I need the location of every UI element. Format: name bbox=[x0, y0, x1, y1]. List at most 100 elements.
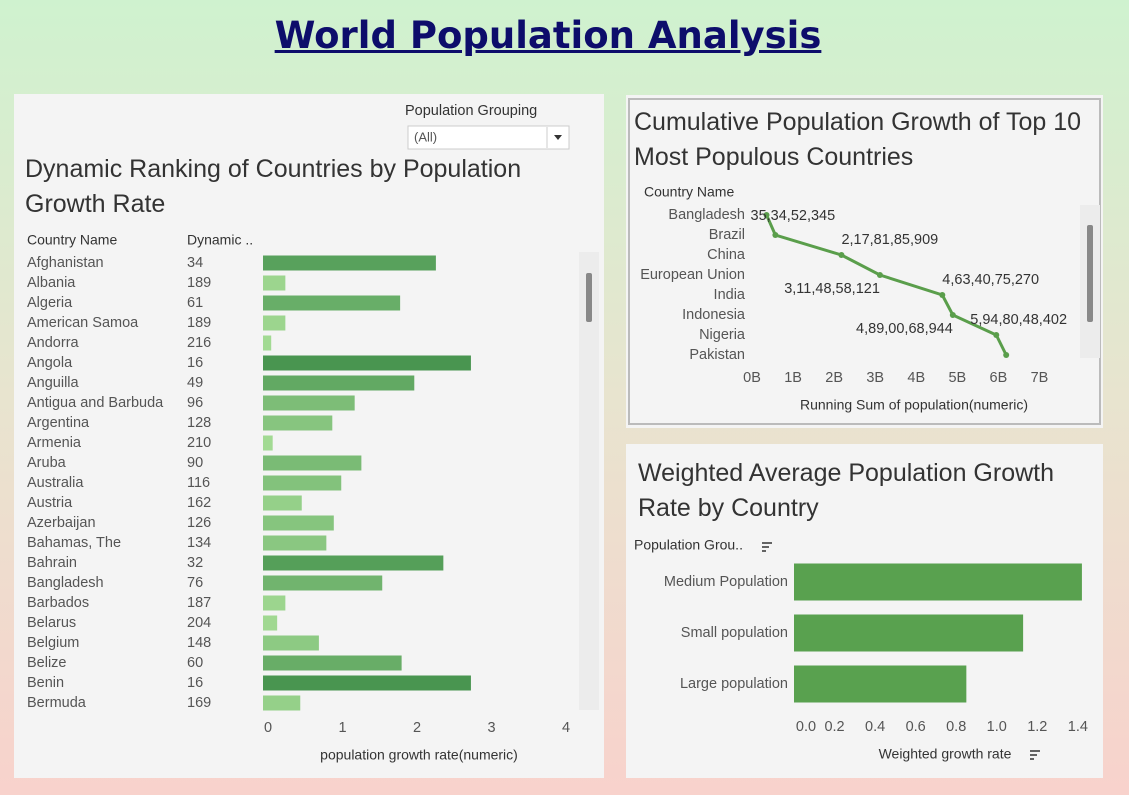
category-label: Armenia bbox=[27, 435, 82, 451]
category-label: Belize bbox=[27, 655, 67, 671]
category-label: Argentina bbox=[27, 415, 90, 431]
rank-label: 90 bbox=[187, 455, 203, 471]
rank-label: 187 bbox=[187, 595, 211, 611]
point bbox=[993, 332, 1000, 338]
x-tick-label: 0.0 bbox=[796, 719, 816, 735]
bar bbox=[263, 655, 402, 671]
x-tick-label: 4 bbox=[562, 720, 570, 736]
bar bbox=[263, 395, 355, 411]
x-tick-label: 0B bbox=[743, 370, 761, 386]
category-label: Bahamas, The bbox=[27, 535, 121, 551]
scrollbar[interactable] bbox=[579, 252, 599, 710]
x-tick-label: 1.4 bbox=[1068, 719, 1088, 735]
dropdown-box[interactable] bbox=[407, 125, 570, 150]
sort-icon[interactable] bbox=[1030, 750, 1040, 760]
bar bbox=[263, 595, 286, 611]
chart-title: Cumulative Population Growth of Top 10 M… bbox=[634, 108, 1082, 171]
bar bbox=[263, 575, 383, 591]
data-label: 5,94,80,48,402 bbox=[970, 312, 1067, 328]
bar bbox=[263, 355, 471, 371]
bar bbox=[263, 495, 302, 511]
x-tick-label: 4B bbox=[907, 370, 925, 386]
scrollbar-thumb[interactable] bbox=[586, 273, 592, 322]
point bbox=[876, 272, 883, 278]
bar bbox=[794, 665, 967, 703]
rank-label: 189 bbox=[187, 315, 211, 331]
panel bbox=[626, 444, 1103, 778]
bar bbox=[263, 535, 327, 551]
x-axis-label: Weighted growth rate bbox=[879, 746, 1012, 762]
scrollbar-thumb[interactable] bbox=[1087, 225, 1093, 322]
category-label: Aruba bbox=[27, 455, 67, 471]
bar bbox=[263, 555, 444, 571]
column-header: Population Grou.. bbox=[634, 537, 743, 553]
category-label: Bangladesh bbox=[668, 207, 745, 223]
category-label: Bangladesh bbox=[27, 575, 104, 591]
x-tick-label: 0 bbox=[264, 720, 272, 736]
x-tick-label: 0.4 bbox=[865, 719, 885, 735]
category-label: Bahrain bbox=[27, 555, 77, 571]
dropdown-arrow[interactable] bbox=[554, 135, 562, 140]
x-tick-label: 2 bbox=[413, 720, 421, 736]
category-label: Bermuda bbox=[27, 695, 87, 711]
category-label: Azerbaijan bbox=[27, 515, 96, 531]
point bbox=[772, 232, 779, 238]
rank-label: 189 bbox=[187, 275, 211, 291]
column-header: Country Name bbox=[27, 232, 117, 248]
bar bbox=[263, 295, 401, 311]
line bbox=[765, 214, 1008, 356]
bar bbox=[794, 563, 1082, 601]
x-axis-label: Running Sum of population(numeric) bbox=[800, 397, 1028, 413]
column-header: Dynamic .. bbox=[187, 232, 253, 248]
rank-label: 96 bbox=[187, 395, 203, 411]
category-label: Albania bbox=[27, 275, 76, 291]
rank-label: 49 bbox=[187, 375, 203, 391]
rank-label: 210 bbox=[187, 435, 211, 451]
category-label: Antigua and Barbuda bbox=[27, 395, 164, 411]
category-label: Pakistan bbox=[689, 347, 745, 363]
bar bbox=[263, 335, 272, 351]
category-label: Algeria bbox=[27, 295, 73, 311]
bar bbox=[263, 635, 319, 651]
rank-label: 34 bbox=[187, 255, 203, 271]
bar bbox=[263, 255, 436, 271]
rank-label: 162 bbox=[187, 495, 211, 511]
category-label: American Samoa bbox=[27, 315, 139, 331]
category-label: Brazil bbox=[709, 227, 745, 243]
rank-label: 216 bbox=[187, 335, 211, 351]
category-label: Small population bbox=[681, 625, 788, 641]
bar bbox=[263, 415, 333, 431]
panel bbox=[626, 95, 1103, 428]
bar bbox=[263, 615, 278, 631]
bar bbox=[263, 695, 301, 711]
rank-label: 134 bbox=[187, 535, 211, 551]
category-label: Indonesia bbox=[682, 307, 746, 323]
chart-title: Weighted Average Population Growth Rate … bbox=[638, 459, 1055, 522]
bar bbox=[263, 455, 362, 471]
sort-icon[interactable] bbox=[762, 542, 772, 552]
category-label: Afghanistan bbox=[27, 255, 104, 271]
rank-label: 76 bbox=[187, 575, 203, 591]
category-label: Nigeria bbox=[699, 327, 746, 343]
rank-label: 116 bbox=[187, 475, 210, 491]
x-tick-label: 1B bbox=[784, 370, 802, 386]
rank-label: 128 bbox=[187, 415, 211, 431]
dashboard-title: World Population Analysis bbox=[274, 14, 822, 57]
point bbox=[949, 312, 956, 318]
point bbox=[763, 212, 770, 218]
x-axis-label: population growth rate(numeric) bbox=[320, 747, 518, 763]
category-label: Barbados bbox=[27, 595, 89, 611]
category-label: China bbox=[707, 247, 746, 263]
rank-label: 16 bbox=[187, 355, 203, 371]
x-tick-label: 1.2 bbox=[1027, 719, 1047, 735]
dropdown[interactable]: (All) bbox=[407, 125, 570, 150]
x-tick-label: 0.2 bbox=[824, 719, 844, 735]
bar bbox=[263, 375, 415, 391]
category-label: Austria bbox=[27, 495, 73, 511]
data-label: 2,17,81,85,909 bbox=[841, 232, 938, 248]
x-tick-label: 1 bbox=[338, 720, 346, 736]
x-tick-label: 0.8 bbox=[946, 719, 966, 735]
dropdown-value[interactable]: (All) bbox=[414, 129, 437, 144]
